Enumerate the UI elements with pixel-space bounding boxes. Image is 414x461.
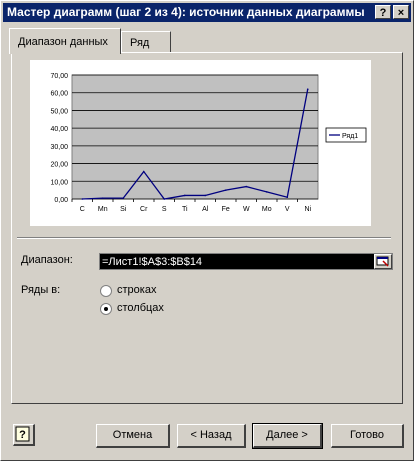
chart-svg: 0,00 10,00 20,00 30,00 40,00 50,00 60,00 70,00 C…: [50, 73, 367, 213]
y-tick-label: 10,00: [50, 179, 68, 186]
window-title: Мастер диаграмм (шаг 2 из 4): источник д…: [7, 5, 365, 19]
y-tick-label: 50,00: [50, 108, 68, 115]
radio-columns[interactable]: [100, 303, 112, 315]
data-point: [101, 197, 104, 199]
range-label: Диапазон:: [21, 254, 73, 266]
collapse-icon: [376, 256, 389, 267]
data-point: [122, 197, 125, 199]
tab-data-range[interactable]: Диапазон данных: [9, 28, 121, 54]
y-tick-label: 40,00: [50, 126, 68, 133]
y-tick-label: 30,00: [50, 144, 68, 151]
legend-box: [325, 127, 367, 143]
data-point: [183, 194, 186, 197]
radio-rows-label[interactable]: строках: [117, 284, 157, 296]
x-tick-label: Mo: [262, 206, 272, 213]
data-point: [265, 191, 268, 193]
radio-columns-label[interactable]: столбцах: [117, 302, 164, 314]
series-line: [82, 89, 309, 200]
y-tick-label: 0,00: [54, 197, 68, 204]
x-tick-label: Si: [120, 206, 127, 213]
cancel-button[interactable]: Отмена: [96, 424, 170, 448]
x-tick-label: V: [285, 206, 290, 213]
data-point: [224, 189, 227, 191]
radio-selected-dot: [104, 307, 108, 311]
x-tick-label: Mn: [98, 206, 108, 213]
x-tick-label: C: [80, 206, 85, 213]
tab-panel: [11, 52, 403, 404]
data-point: [81, 198, 84, 200]
plot-area: [71, 74, 319, 200]
data-point: [245, 185, 248, 188]
chart-preview: 0,00 10,00 20,00 30,00 40,00 50,00 60,00 70,00 C…: [30, 60, 371, 226]
title-bar: Мастер диаграмм (шаг 2 из 4): источник д…: [3, 3, 411, 22]
y-tick-label: 20,00: [50, 162, 68, 169]
next-button[interactable]: Далее >: [252, 423, 323, 449]
radio-rows[interactable]: [100, 285, 112, 297]
data-point: [163, 198, 166, 200]
x-tick-label: S: [162, 206, 167, 213]
collapse-dialog-button[interactable]: [374, 254, 392, 269]
x-tick-label: W: [243, 206, 250, 213]
data-point: [286, 196, 289, 199]
close-button[interactable]: ×: [393, 5, 409, 19]
separator: [17, 237, 391, 239]
y-tick-label: 60,00: [50, 91, 68, 98]
legend-label: Ряд1: [342, 133, 358, 140]
x-tick-label: Al: [202, 206, 209, 213]
series-in-label: Ряды в:: [21, 284, 61, 296]
svg-text:?: ?: [19, 429, 26, 441]
x-tick-label: Ti: [182, 206, 188, 213]
help-title-button[interactable]: ?: [375, 5, 391, 19]
help-icon: ?: [15, 426, 30, 442]
back-button[interactable]: < Назад: [177, 424, 246, 448]
finish-button[interactable]: Готово: [331, 424, 404, 448]
x-tick-label: Fe: [222, 206, 230, 213]
range-input[interactable]: [99, 253, 393, 270]
tab-series[interactable]: Ряд: [121, 31, 171, 53]
data-point: [204, 194, 207, 197]
x-tick-label: Cr: [140, 206, 148, 213]
data-point: [306, 88, 309, 90]
help-button[interactable]: ?: [13, 424, 35, 446]
x-tick-label: Ni: [304, 206, 311, 213]
data-point: [142, 170, 145, 173]
y-tick-label: 70,00: [50, 73, 68, 80]
